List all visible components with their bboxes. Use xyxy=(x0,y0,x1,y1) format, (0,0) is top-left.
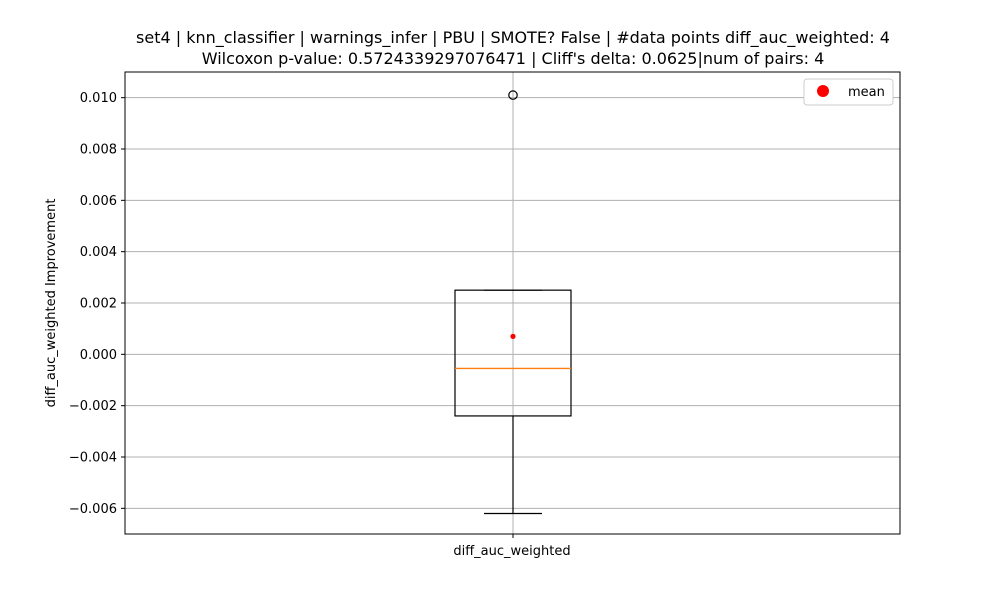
y-tick-label: −0.006 xyxy=(69,502,117,517)
y-tick-label: 0.008 xyxy=(80,143,117,158)
box-layer xyxy=(454,90,572,515)
mean-marker xyxy=(510,333,516,339)
legend: mean xyxy=(803,78,894,106)
y-tick-layer: 0.010 0.008 0.006 0.004 0.002 0.000 −0.002 −0.0… xyxy=(69,91,514,538)
legend-mean-marker xyxy=(817,85,829,97)
iqr-box xyxy=(454,289,572,417)
y-tick-label: 0.002 xyxy=(80,297,117,312)
x-tick-label: diff_auc_weighted xyxy=(453,544,570,559)
legend-frame xyxy=(803,78,894,106)
y-tick-label: 0.000 xyxy=(80,348,117,363)
legend-mean-label: mean xyxy=(848,85,885,100)
y-tick-label: 0.004 xyxy=(80,245,117,260)
outlier-point xyxy=(508,90,518,100)
y-tick-label: 0.010 xyxy=(80,91,117,106)
plot-frame xyxy=(124,71,901,535)
y-tick-label: 0.006 xyxy=(80,194,117,209)
y-tick-label: −0.002 xyxy=(69,399,117,414)
y-tick-label: −0.004 xyxy=(69,451,117,466)
y-axis-label: diff_auc_weighted Improvement xyxy=(44,199,59,408)
chart-title-line2: Wilcoxon p-value: 0.5724339297076471 | C… xyxy=(202,49,825,68)
chart-title-line1: set4 | knn_classifier | warnings_infer |… xyxy=(136,28,890,48)
